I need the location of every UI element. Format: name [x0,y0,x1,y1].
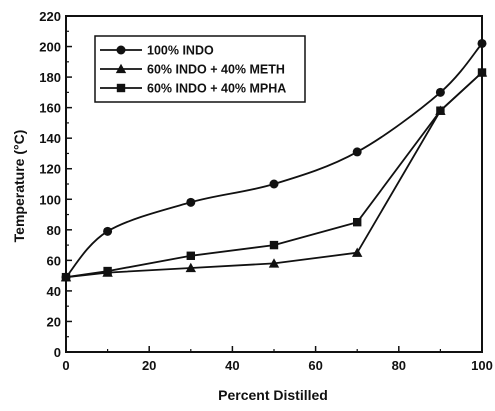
series-2-point [268,258,280,268]
series-1-point [477,38,487,48]
series-layer [60,38,488,282]
series-3-point [353,217,362,227]
x-tick-label: 80 [392,358,406,373]
y-tick-label: 100 [39,192,61,207]
legend-marker [115,63,127,74]
series-1-point [435,87,445,97]
y-tick-label: 220 [39,9,61,24]
y-tick-label: 180 [39,70,61,85]
y-axis-ticks: 0 20 40 60 80 100 120 140 160 180 200 220 [39,9,72,360]
x-tick-label: 40 [225,358,239,373]
legend: 100% INDO 60% INDO + 40% METH 60% INDO + 4… [94,35,306,103]
y-tick-label: 0 [54,345,61,360]
series-3 [61,68,487,282]
series-3-point [436,106,445,115]
legend-marker [116,83,126,93]
x-axis-ticks: 0 20 40 60 80 100 [62,346,493,373]
y-tick-label: 160 [39,101,61,116]
axis-titles: Percent Distilled Temperature (°C) [11,130,328,403]
legend-label: 60% INDO + 40% METH [147,63,285,77]
series-1-point [269,179,279,189]
series-3-point [103,266,112,276]
y-tick-label: 120 [39,162,61,177]
series-2-point [352,247,363,257]
x-axis-title: Percent Distilled [218,387,328,403]
series-3-point [61,272,71,282]
x-tick-label: 0 [62,358,69,373]
x-tick-label: 60 [308,358,322,373]
y-tick-label: 60 [47,253,61,268]
y-tick-label: 20 [47,314,61,329]
x-tick-label: 20 [142,358,156,373]
legend-label: 100% INDO [147,44,214,58]
series-1-point [186,197,196,207]
y-tick-label: 200 [39,40,61,55]
series-3-point [477,68,487,77]
legend-label: 60% INDO + 40% MPHA [147,82,286,96]
series-3-point [186,251,195,260]
series-3-point [269,240,279,250]
y-tick-label: 80 [47,223,61,238]
series-2-point [185,262,196,273]
y-tick-label: 40 [47,284,61,299]
legend-marker [116,45,126,55]
y-tick-label: 140 [39,131,61,146]
series-1-point [103,226,113,236]
x-tick-label: 100 [471,358,493,373]
series-1-point [352,147,362,157]
y-axis-title: Temperature (°C) [11,130,27,243]
